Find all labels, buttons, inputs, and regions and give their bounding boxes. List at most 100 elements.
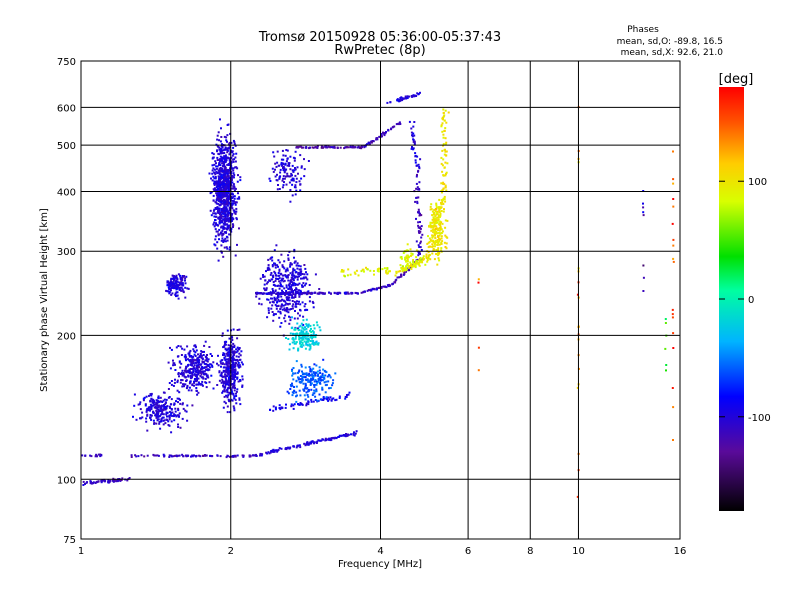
- data-point: [163, 454, 166, 457]
- data-point: [230, 161, 233, 164]
- data-point: [294, 372, 297, 375]
- data-point: [220, 192, 223, 195]
- data-point: [220, 196, 223, 199]
- data-point: [236, 329, 239, 331]
- data-point: [313, 389, 316, 392]
- data-point: [224, 385, 227, 388]
- data-point: [431, 252, 434, 255]
- data-point: [216, 149, 219, 152]
- data-point: [671, 316, 674, 319]
- data-point: [120, 479, 123, 481]
- data-point: [221, 176, 224, 179]
- data-point: [286, 269, 289, 272]
- data-point: [292, 293, 295, 296]
- data-point: [298, 369, 301, 372]
- data-point: [153, 454, 156, 457]
- data-point: [286, 172, 289, 175]
- data-point: [277, 259, 280, 262]
- data-point: [183, 275, 186, 277]
- data-point: [149, 414, 152, 416]
- data-point: [232, 195, 235, 198]
- data-point: [296, 444, 299, 447]
- data-point: [176, 389, 179, 392]
- data-point: [301, 326, 304, 329]
- data-point: [433, 221, 436, 224]
- data-point: [278, 407, 281, 409]
- data-point: [297, 289, 300, 292]
- data-point: [222, 165, 225, 168]
- data-point: [416, 173, 418, 176]
- data-point: [422, 255, 425, 258]
- data-point: [266, 452, 269, 455]
- data-point: [184, 279, 186, 282]
- data-point: [193, 378, 196, 380]
- data-point: [286, 149, 289, 152]
- data-point: [231, 203, 234, 206]
- data-point: [346, 394, 348, 396]
- data-point: [278, 293, 281, 296]
- data-point: [328, 291, 331, 294]
- data-point: [273, 291, 276, 294]
- data-point: [307, 290, 310, 293]
- data-point: [167, 361, 170, 364]
- data-point: [642, 290, 645, 292]
- data-point: [232, 160, 235, 163]
- data-point: [322, 396, 325, 398]
- data-point: [300, 381, 303, 384]
- data-point: [281, 308, 284, 311]
- data-point: [234, 254, 237, 257]
- data-point: [181, 347, 184, 350]
- data-point: [166, 281, 169, 284]
- data-point: [442, 203, 445, 205]
- data-point: [308, 300, 311, 303]
- data-point: [268, 452, 271, 455]
- data-point: [251, 454, 254, 457]
- data-point: [287, 288, 290, 290]
- data-point: [438, 198, 441, 201]
- data-point: [86, 481, 88, 484]
- data-point: [220, 174, 223, 177]
- data-point: [288, 315, 290, 318]
- data-point: [191, 374, 194, 377]
- data-point: [419, 257, 422, 259]
- data-point: [294, 291, 297, 293]
- data-point: [262, 276, 265, 278]
- data-point: [299, 308, 301, 311]
- data-point: [377, 268, 380, 271]
- data-point: [302, 331, 305, 334]
- data-point: [672, 150, 674, 153]
- data-point: [440, 201, 442, 204]
- data-point: [195, 454, 198, 457]
- data-point: [225, 231, 227, 234]
- data-point: [389, 101, 392, 104]
- data-point: [172, 362, 175, 365]
- data-point: [232, 185, 235, 188]
- data-point: [232, 393, 235, 396]
- data-point: [413, 142, 416, 145]
- data-point: [440, 125, 443, 128]
- data-point: [322, 379, 325, 382]
- data-point: [398, 121, 401, 124]
- data-point: [410, 252, 413, 255]
- data-point: [218, 171, 221, 174]
- data-point: [671, 308, 674, 311]
- data-point: [176, 381, 179, 384]
- data-point: [225, 374, 228, 377]
- data-point: [316, 370, 319, 373]
- data-point: [365, 266, 367, 269]
- data-point: [305, 341, 308, 344]
- data-point: [224, 217, 226, 220]
- data-point: [227, 182, 230, 185]
- data-point: [223, 185, 226, 188]
- data-point: [435, 204, 438, 207]
- data-point: [177, 281, 180, 284]
- data-point: [431, 221, 434, 224]
- data-point: [303, 376, 306, 379]
- data-point: [222, 157, 225, 160]
- data-point: [404, 258, 407, 261]
- data-point: [278, 176, 281, 178]
- data-point: [371, 140, 374, 142]
- data-point: [307, 292, 310, 294]
- data-point: [291, 174, 293, 177]
- data-point: [302, 277, 305, 280]
